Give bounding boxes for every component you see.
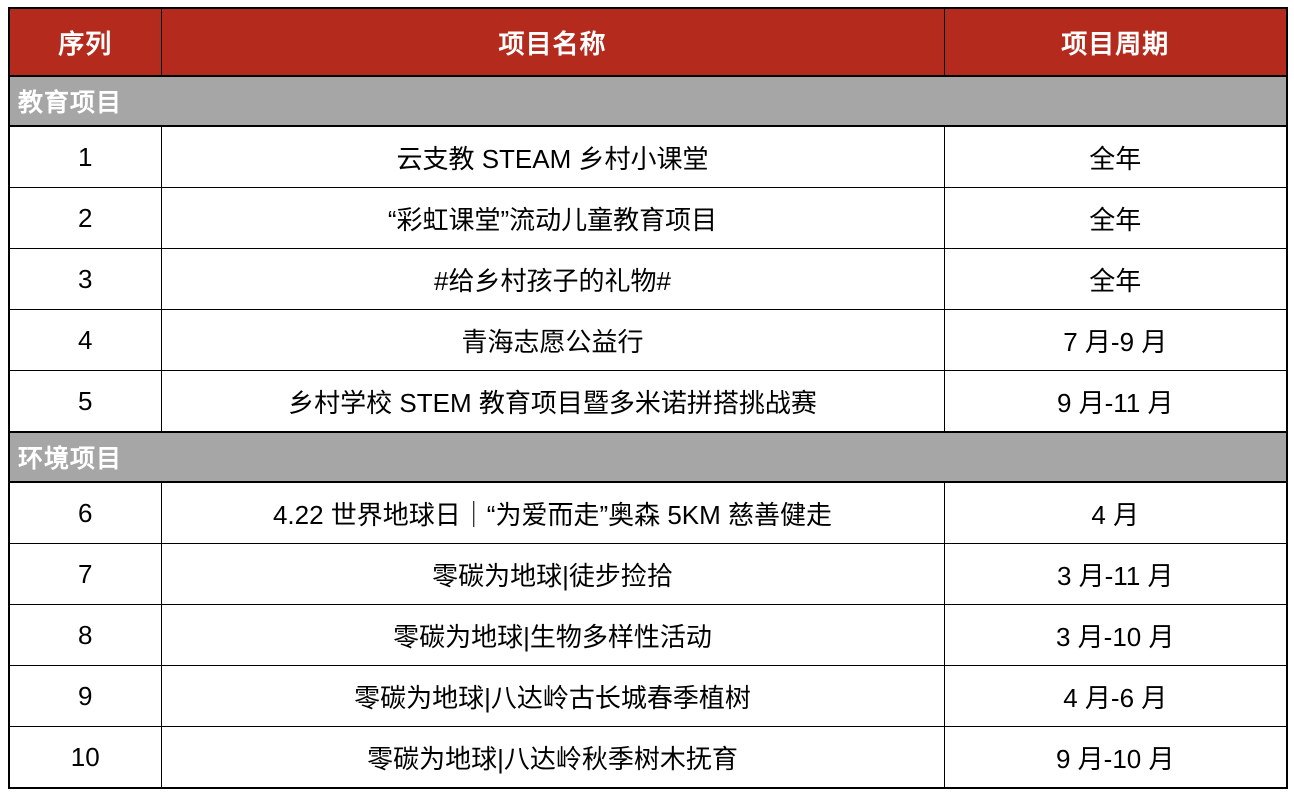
section-title-cell: 环境项目: [8, 431, 1288, 483]
row-no-cell: 3: [8, 248, 162, 310]
project-name-cell: “彩虹课堂”流动儿童教育项目: [160, 187, 945, 249]
header-row: 序列 项目名称 项目周期: [8, 7, 1288, 77]
row-no-cell: 9: [8, 665, 162, 727]
table-row: 3 #给乡村孩子的礼物# 全年: [8, 248, 1288, 310]
table-row: 6 4.22 世界地球日｜“为爱而走”奥森 5KM 慈善健走 4 月: [8, 481, 1288, 544]
row-no-cell: 2: [8, 187, 162, 249]
project-period-cell: 3 月-10 月: [943, 604, 1288, 666]
projects-table: 序列 项目名称 项目周期 教育项目 1 云支教 STEAM 乡村小课堂 全年 2…: [8, 7, 1288, 789]
project-period-cell: 9 月-11 月: [943, 370, 1288, 433]
project-name-cell: 青海志愿公益行: [160, 309, 945, 371]
section-row-education: 教育项目: [8, 75, 1288, 127]
table-row: 8 零碳为地球|生物多样性活动 3 月-10 月: [8, 604, 1288, 666]
table-row: 2 “彩虹课堂”流动儿童教育项目 全年: [8, 187, 1288, 249]
project-period-cell: 4 月: [943, 481, 1288, 544]
row-no-cell: 7: [8, 543, 162, 605]
project-name-cell: #给乡村孩子的礼物#: [160, 248, 945, 310]
project-period-cell: 9 月-10 月: [943, 726, 1288, 789]
row-no-cell: 5: [8, 370, 162, 433]
section-title-cell: 教育项目: [8, 75, 1288, 127]
table-row: 4 青海志愿公益行 7 月-9 月: [8, 309, 1288, 371]
row-no-cell: 10: [8, 726, 162, 789]
project-name-cell: 零碳为地球|徒步捡拾: [160, 543, 945, 605]
project-period-cell: 3 月-11 月: [943, 543, 1288, 605]
projects-table-container: 序列 项目名称 项目周期 教育项目 1 云支教 STEAM 乡村小课堂 全年 2…: [8, 7, 1288, 789]
header-col-name: 项目名称: [160, 7, 945, 77]
table-row: 1 云支教 STEAM 乡村小课堂 全年: [8, 125, 1288, 188]
row-no-cell: 4: [8, 309, 162, 371]
row-no-cell: 8: [8, 604, 162, 666]
project-period-cell: 4 月-6 月: [943, 665, 1288, 727]
table-row: 7 零碳为地球|徒步捡拾 3 月-11 月: [8, 543, 1288, 605]
project-period-cell: 全年: [943, 125, 1288, 188]
project-name-cell: 零碳为地球|八达岭古长城春季植树: [160, 665, 945, 727]
table-row: 9 零碳为地球|八达岭古长城春季植树 4 月-6 月: [8, 665, 1288, 727]
row-no-cell: 1: [8, 125, 162, 188]
table-row: 5 乡村学校 STEM 教育项目暨多米诺拼搭挑战赛 9 月-11 月: [8, 370, 1288, 433]
project-name-cell: 零碳为地球|生物多样性活动: [160, 604, 945, 666]
project-name-cell: 乡村学校 STEM 教育项目暨多米诺拼搭挑战赛: [160, 370, 945, 433]
section-row-environment: 环境项目: [8, 431, 1288, 483]
project-period-cell: 7 月-9 月: [943, 309, 1288, 371]
project-period-cell: 全年: [943, 248, 1288, 310]
row-no-cell: 6: [8, 481, 162, 544]
project-period-cell: 全年: [943, 187, 1288, 249]
header-col-period: 项目周期: [943, 7, 1288, 77]
project-name-cell: 4.22 世界地球日｜“为爱而走”奥森 5KM 慈善健走: [160, 481, 945, 544]
header-col-no: 序列: [8, 7, 162, 77]
project-name-cell: 零碳为地球|八达岭秋季树木抚育: [160, 726, 945, 789]
project-name-cell: 云支教 STEAM 乡村小课堂: [160, 125, 945, 188]
table-row: 10 零碳为地球|八达岭秋季树木抚育 9 月-10 月: [8, 726, 1288, 789]
